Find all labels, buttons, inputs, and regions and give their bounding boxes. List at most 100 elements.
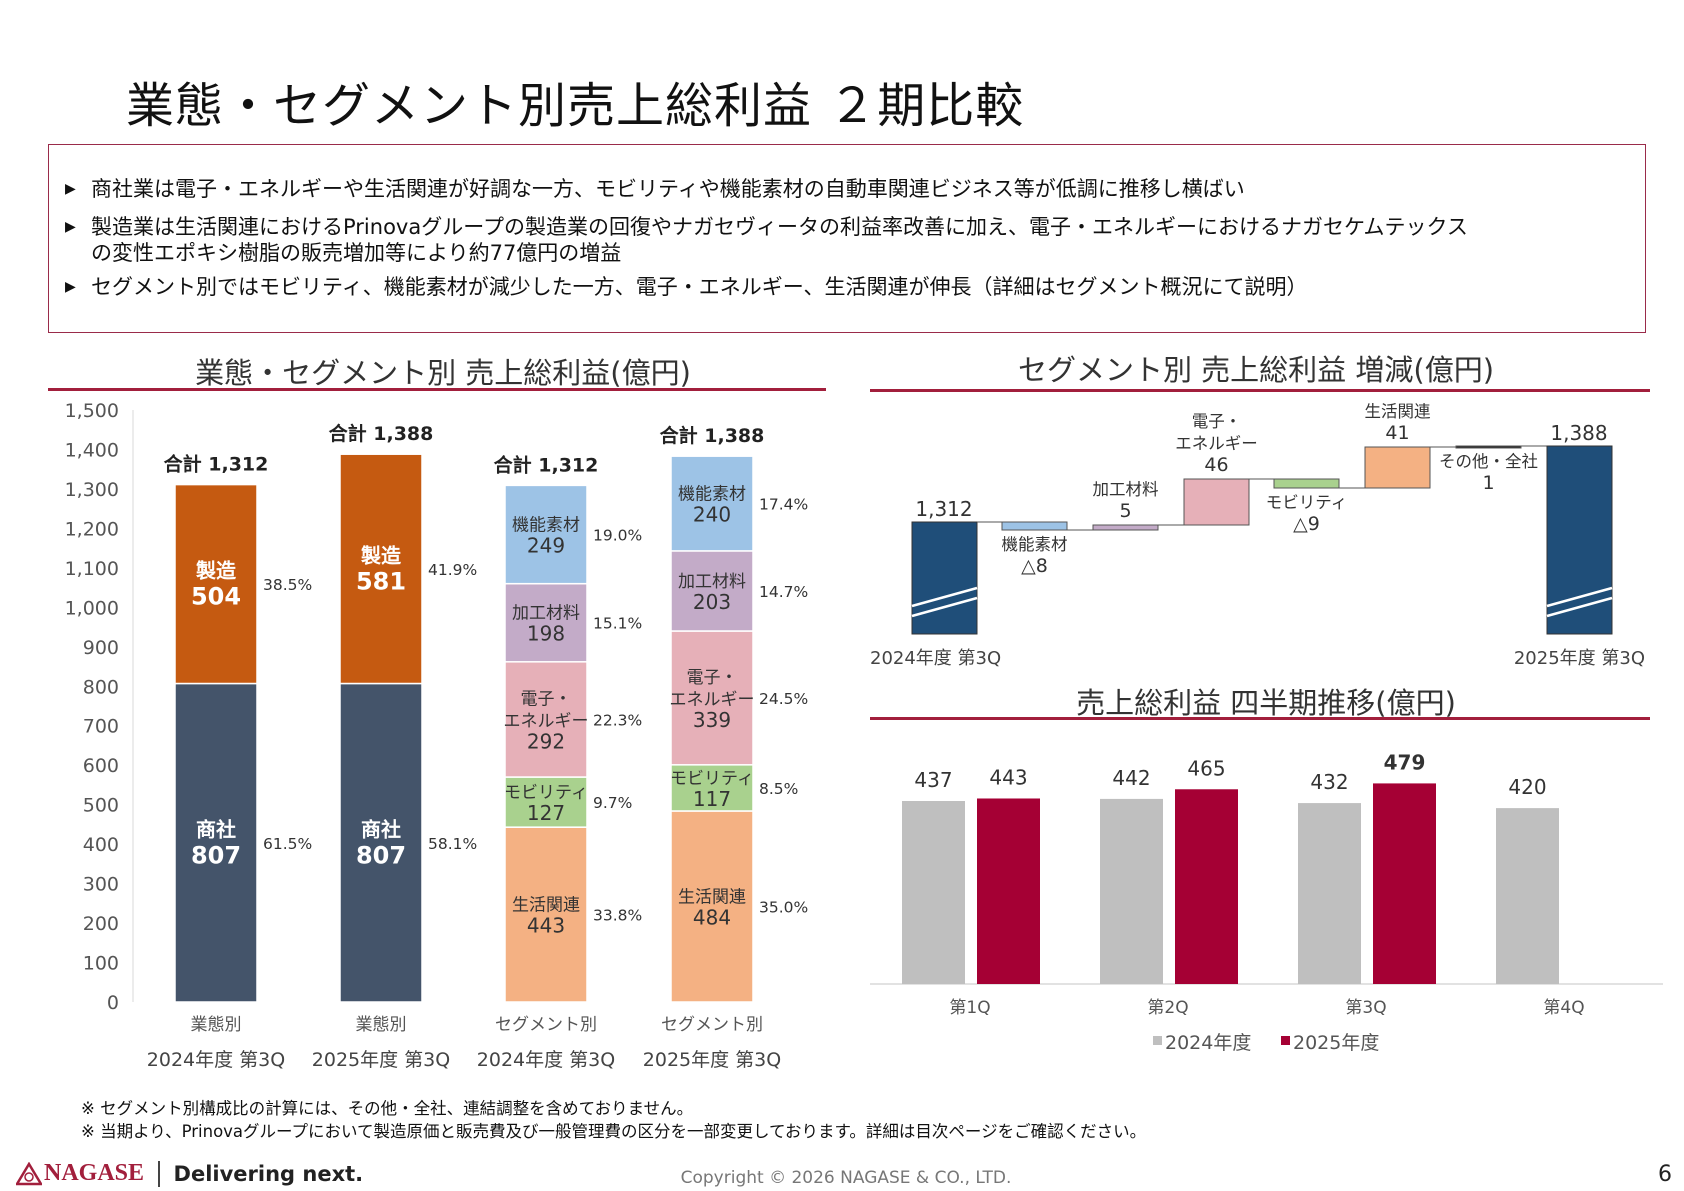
waterfall-step-bar (1092, 524, 1159, 531)
y-tick-label: 700 (83, 716, 119, 738)
segment-percent: 41.9% (428, 561, 477, 579)
y-tick-label: 1,300 (65, 479, 119, 501)
legend-label: 2025年度 (1293, 1032, 1379, 1054)
quarter-bar (1298, 803, 1361, 984)
segment-percent: 14.7% (759, 583, 808, 601)
stack-segment (670, 630, 754, 766)
category-label: セグメント別 (495, 1015, 597, 1035)
segment-value: 443 (527, 914, 565, 938)
stack-segment (504, 776, 588, 828)
segment-value: 292 (527, 729, 565, 753)
y-tick-label: 1,400 (65, 439, 119, 461)
quarter-bar (1373, 783, 1436, 984)
waterfall-label: 生活関連 (1365, 402, 1432, 421)
segment-value: 807 (356, 841, 406, 869)
legend-swatch (1281, 1036, 1290, 1045)
quarter-bar (1100, 798, 1163, 984)
period-label: 2025年度 第3Q (312, 1049, 450, 1071)
segment-value: 504 (191, 583, 241, 611)
segment-value: 807 (191, 841, 241, 869)
period-label: 2024年度 第3Q (477, 1049, 615, 1071)
bar-value-label: 420 (1508, 775, 1546, 799)
waterfall-label: モビリティ (1266, 493, 1348, 512)
y-tick-label: 300 (83, 874, 119, 896)
segment-value: 198 (527, 622, 565, 646)
y-tick-label: 100 (83, 953, 119, 975)
y-tick-label: 1,100 (65, 558, 119, 580)
segment-label: 商社 (196, 817, 236, 841)
total-label: 合計 1,388 (329, 422, 434, 445)
segment-percent: 38.5% (263, 576, 312, 594)
waterfall-start-bar (911, 521, 978, 635)
waterfall-value: 1,312 (915, 497, 972, 521)
segment-label: エネルギー (670, 690, 755, 710)
y-tick-label: 1,500 (65, 400, 119, 422)
y-tick-label: 200 (83, 913, 119, 935)
quarter-bar (902, 801, 965, 984)
waterfall-step-bar (1364, 446, 1431, 489)
bar-value-label: 479 (1384, 750, 1426, 774)
triangle-bullet-icon: ▶ (65, 279, 76, 295)
segment-value: 581 (356, 567, 406, 595)
total-label: 合計 1,312 (494, 453, 599, 476)
waterfall-period-label: 2025年度 第3Q (1514, 648, 1645, 669)
category-label: セグメント別 (661, 1015, 763, 1035)
bar-value-label: 432 (1310, 770, 1348, 794)
divider (870, 389, 1650, 392)
period-label: 2025年度 第3Q (643, 1049, 781, 1071)
waterfall-label: 加工材料 (1093, 480, 1159, 499)
waterfall-step-bar (1183, 478, 1250, 526)
segment-percent: 8.5% (759, 780, 798, 798)
left-chart-title: 業態・セグメント別 売上総利益(億円) (195, 356, 691, 390)
summary-text: セグメント別ではモビリティ、機能素材が減少した一方、電子・エネルギー、生活関連が… (91, 275, 1308, 299)
summary-text: の変性エポキシ樹脂の販売増加等により約77億円の増益 (91, 241, 622, 265)
stack-segment (504, 826, 588, 1003)
y-tick-label: 800 (83, 676, 119, 698)
axis-break-mark (1546, 586, 1613, 608)
segment-value: 339 (693, 708, 731, 732)
waterfall-label: その他・全社 (1439, 452, 1538, 471)
segment-label: 電子・ (521, 689, 572, 709)
segment-label: 製造 (196, 559, 237, 583)
footer-brand: NAGASE Delivering next. (16, 1160, 363, 1187)
segment-label: モビリティ (504, 783, 588, 803)
segment-percent: 15.1% (593, 615, 642, 633)
summary-text: 商社業は電子・エネルギーや生活関連が好調な一方、モビリティや機能素材の自動車関連… (91, 177, 1245, 201)
stack-segment (670, 764, 754, 812)
bar-value-label: 465 (1187, 756, 1225, 780)
footnote: ※ 当期より、Prinovaグループにおいて製造原価と販売費及び一般管理費の区分… (81, 1122, 1147, 1141)
waterfall-label: 電子・ (1192, 412, 1242, 431)
bar-value-label: 442 (1112, 766, 1150, 790)
y-tick-label: 600 (83, 755, 119, 777)
segment-label: エネルギー (504, 711, 589, 731)
waterfall-value: 1 (1482, 472, 1494, 494)
segment-label: 電子・ (687, 668, 738, 688)
stack-segment (504, 582, 588, 663)
category-label: 第1Q (949, 998, 990, 1018)
quarter-bar (1496, 808, 1559, 984)
segment-value: 127 (527, 801, 565, 825)
segment-percent: 61.5% (263, 835, 312, 853)
y-tick-label: 1,200 (65, 518, 119, 540)
bar-value-label: 443 (989, 765, 1027, 789)
total-label: 合計 1,312 (164, 453, 269, 476)
category-label: 第2Q (1147, 998, 1188, 1018)
segment-label: モビリティ (670, 769, 754, 789)
segment-percent: 19.0% (593, 527, 642, 545)
segment-value: 240 (693, 503, 731, 527)
category-label: 業態別 (191, 1015, 242, 1035)
segment-percent: 35.0% (759, 898, 808, 916)
quarter-bar (1175, 789, 1238, 984)
waterfall-label: エネルギー (1175, 434, 1258, 453)
segment-value: 484 (693, 905, 731, 929)
quarter-bar (977, 798, 1040, 984)
waterfall-step-bar (1455, 445, 1522, 449)
stack-segment (339, 453, 423, 685)
waterfall-label: 機能素材 (1002, 535, 1068, 554)
waterfall-step-bar (1001, 521, 1068, 531)
y-tick-label: 0 (107, 992, 119, 1014)
segment-label: 加工材料 (512, 604, 580, 624)
legend-swatch (1153, 1036, 1162, 1045)
triangle-bullet-icon: ▶ (65, 181, 76, 197)
segment-label: 機能素材 (512, 516, 580, 536)
